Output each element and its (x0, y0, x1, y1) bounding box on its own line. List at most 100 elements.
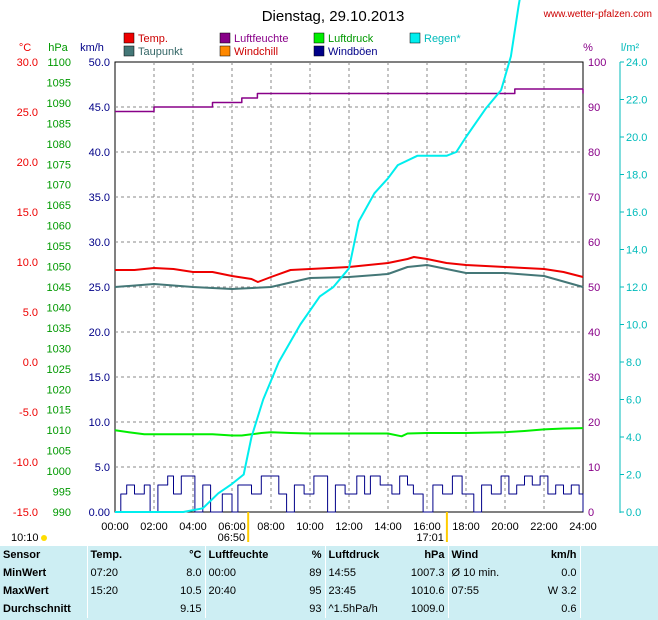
x-tick-label: 08:00 (257, 521, 285, 533)
wind-tick-label: 10.0 (89, 417, 110, 429)
stats-header-row: Sensor Temp. °C Luftfeuchte % Luftdruck … (0, 546, 658, 564)
stats-spacer (579, 546, 658, 564)
humidity-tick-label: 0 (588, 507, 594, 519)
x-tick-label: 00:00 (101, 521, 129, 533)
legend-swatch-temp (123, 32, 135, 44)
stats-header-wind: Wind (447, 546, 510, 564)
pressure-tick-label: 990 (53, 507, 71, 519)
wind-tick-label: 30.0 (89, 237, 110, 249)
x-tick-label: 02:00 (140, 521, 168, 533)
legend-swatch-windchill (219, 45, 231, 57)
humidity-tick-label: 70 (588, 192, 600, 204)
stats-temp-value: 8.0 (186, 567, 202, 579)
rain-tick-label: 0.0 (626, 507, 641, 519)
temp-tick-label: -10.0 (13, 457, 38, 469)
humidity-tick-label: 30 (588, 372, 600, 384)
series-line-rain (115, 0, 521, 513)
wind-tick-label: 45.0 (89, 102, 110, 114)
pressure-tick-label: 1025 (47, 364, 71, 376)
series-line-humidity (115, 88, 584, 113)
pressure-tick-label: 1040 (47, 302, 71, 314)
sunrise-time-label: 06:50 (218, 532, 246, 544)
wind-tick-label: 40.0 (89, 147, 110, 159)
rain-tick-label: 4.0 (626, 432, 641, 444)
rain-tick-label: 16.0 (626, 207, 647, 219)
humidity-tick-label: 60 (588, 237, 600, 249)
axis-ticks: 00:00 02:00 04:00 06:00 08:00 10:00 12:00 14:00… (13, 57, 648, 533)
stats-temp-time: 15:20 (86, 582, 142, 600)
pressure-tick-label: 995 (53, 487, 71, 499)
stats-wind-time: Ø 10 min. (447, 564, 510, 582)
series-line-dewpoint (114, 264, 584, 290)
stats-press-value: 1010.6 (410, 585, 445, 597)
temp-tick-label: 25.0 (17, 107, 38, 119)
stats-panel: Sensor Temp. °C Luftfeuchte % Luftdruck … (0, 546, 658, 620)
stats-press-time: 23:45 (324, 582, 398, 600)
legend: Temp. Luftfeuchte Luftdruck Regen* Taupu… (123, 32, 461, 58)
legend-label-temp: Temp. (138, 33, 168, 45)
stats-spacer (579, 564, 658, 582)
stats-header-hum-unit: % (311, 549, 322, 561)
sun-icon (41, 535, 47, 541)
rain-tick-label: 2.0 (626, 470, 641, 482)
rain-tick-label: 6.0 (626, 395, 641, 407)
series-line-gust (115, 475, 584, 513)
humidity-tick-label: 40 (588, 327, 600, 339)
stats-wind-value: W 3.2 (547, 585, 577, 597)
wind-tick-label: 5.0 (95, 462, 110, 474)
pressure-tick-label: 1035 (47, 323, 71, 335)
legend-swatch-dewpoint (123, 45, 135, 57)
stats-label: MaxWert (3, 585, 49, 597)
left-time-label: 10:10 (11, 532, 39, 544)
stats-header-sensor: Sensor (3, 549, 41, 561)
legend-swatch-gust (313, 45, 325, 57)
legend-swatch-pressure (313, 32, 325, 44)
pressure-tick-label: 1095 (47, 77, 71, 89)
stats-temp-value: 9.15 (180, 603, 202, 615)
chart-title: Dienstag, 29.10.2013 (262, 8, 405, 25)
humidity-axis-title: % (583, 42, 593, 54)
stats-header-press: Luftdruck (324, 546, 398, 564)
legend-label-humidity: Luftfeuchte (234, 33, 288, 45)
stats-temp-time (86, 600, 142, 618)
temp-tick-label: 10.0 (17, 257, 38, 269)
humidity-tick-label: 90 (588, 102, 600, 114)
pressure-tick-label: 1020 (47, 384, 71, 396)
x-tick-label: 18:00 (452, 521, 480, 533)
pressure-tick-label: 1100 (47, 57, 71, 69)
legend-swatch-humidity (219, 32, 231, 44)
stats-wind-value: 0.0 (561, 567, 577, 579)
stats-spacer (579, 600, 658, 618)
rain-tick-label: 8.0 (626, 357, 641, 369)
series-line-pressure (114, 427, 584, 438)
pressure-tick-label: 1075 (47, 159, 71, 171)
legend-label-rain: Regen* (424, 33, 461, 45)
stats-press-value: 1009.0 (410, 603, 445, 615)
humidity-tick-label: 10 (588, 462, 600, 474)
wind-tick-label: 15.0 (89, 372, 110, 384)
site-link[interactable]: www.wetter-pfalzen.com (543, 9, 652, 20)
stats-hum-value: 93 (309, 603, 322, 615)
legend-label-windchill: Windchill (234, 46, 278, 58)
stats-header-wind-unit: km/h (550, 549, 577, 561)
temp-tick-label: 20.0 (17, 157, 38, 169)
wind-tick-label: 35.0 (89, 192, 110, 204)
x-tick-label: 10:00 (296, 521, 324, 533)
pressure-tick-label: 1085 (47, 118, 71, 130)
rain-tick-label: 24.0 (626, 57, 647, 69)
rain-axis-title: l/m² (621, 42, 640, 54)
wind-tick-label: 50.0 (89, 57, 110, 69)
legend-swatch-rain (409, 32, 421, 44)
x-tick-label: 22:00 (530, 521, 558, 533)
humidity-tick-label: 100 (588, 57, 606, 69)
rain-tick-label: 18.0 (626, 170, 647, 182)
x-tick-label: 04:00 (179, 521, 207, 533)
stats-temp-value: 10.5 (180, 585, 202, 597)
temp-axis-title: °C (19, 42, 31, 54)
x-tick-label: 06:00 (218, 521, 246, 533)
temp-tick-label: -15.0 (13, 507, 38, 519)
rain-tick-label: 10.0 (626, 320, 647, 332)
pressure-tick-label: 1055 (47, 241, 71, 253)
stats-spacer (579, 582, 658, 600)
pressure-tick-label: 1015 (47, 405, 71, 417)
